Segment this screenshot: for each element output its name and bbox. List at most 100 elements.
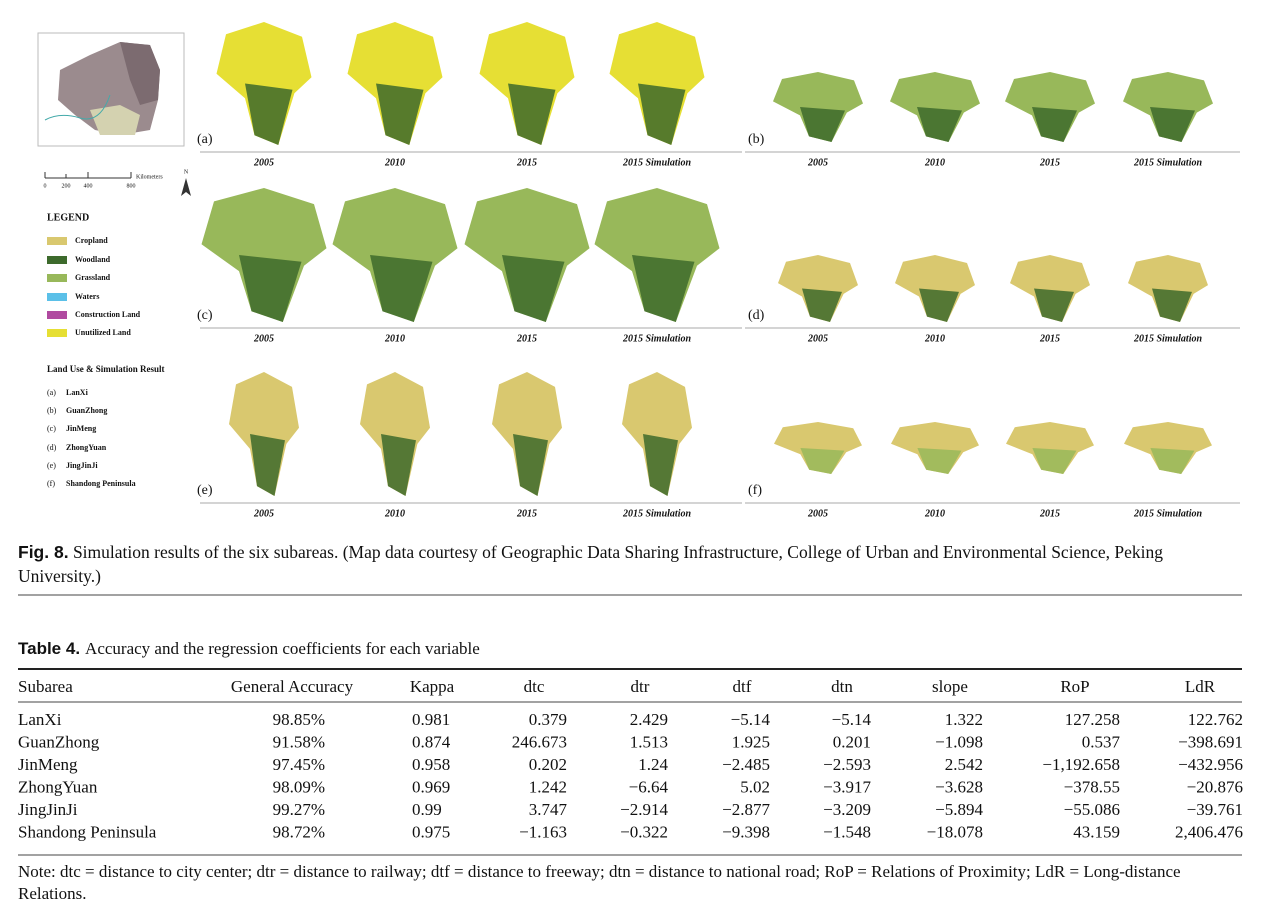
subarea-name: GuanZhong [66,406,107,415]
table-cell: JinMeng [18,755,78,774]
table-cell: 43.159 [1073,822,1120,841]
column-header: Kappa [410,677,455,696]
column-header: dtr [631,677,650,696]
table-cell: −2.914 [620,800,668,819]
table-cell: −6.64 [629,777,669,796]
map [774,422,862,474]
map [891,422,979,474]
panel-label: (e) [197,483,213,498]
map [1124,422,1212,474]
table-cell: 5.02 [740,777,770,796]
year-label: 2010 [384,508,405,519]
table-cell: −55.086 [1064,800,1120,819]
table-cell: 3.747 [529,800,568,819]
table-cell: 2.542 [945,755,983,774]
panel-label: (b) [748,132,765,147]
year-label: 2005 [807,157,828,168]
map-region [632,255,695,322]
table-cell: 1.242 [529,777,567,796]
year-label: 2010 [924,333,945,344]
table-cell: −2.877 [722,800,770,819]
caption-label: Fig. 8. [18,542,69,562]
table-cell: 0.874 [412,732,451,751]
table-note: Note: dtc = distance to city center; dtr… [18,862,1181,903]
subarea-code: (f) [47,479,55,488]
table-cell: 1.322 [945,710,983,729]
year-label: 2015 Simulation [1133,157,1203,168]
map [479,22,575,145]
table-cell: 1.925 [732,732,770,751]
table-cell: 0.202 [529,755,567,774]
year-label: 2010 [384,157,405,168]
map-region [917,448,962,474]
figure-caption: Fig. 8. Simulation results of the six su… [18,540,1244,588]
map-region [638,83,686,145]
panel-label: (a) [197,132,213,147]
map [347,22,443,145]
scale-bar [44,172,132,179]
table-cell: 1.513 [630,732,668,751]
year-label: 2015 [1039,508,1060,519]
column-header: Subarea [18,677,73,696]
map-region [802,288,842,322]
table-cell: Shandong Peninsula [18,822,157,841]
year-label: 2010 [924,508,945,519]
map-region [1150,107,1195,142]
map-region [502,255,565,322]
table-cell: 2,406.476 [1175,822,1243,841]
table-title: Table 4. Accuracy and the regression coef… [18,639,480,659]
map [464,188,590,322]
map [594,188,720,322]
table-cell: −3.917 [823,777,871,796]
subarea-code: (c) [47,424,56,433]
map-region [1152,288,1192,322]
table-cell: −3.209 [823,800,871,819]
year-label: 2005 [807,508,828,519]
table-cell: ZhongYuan [18,777,98,796]
year-label: 2015 Simulation [1133,508,1203,519]
map [1010,255,1090,322]
year-label: 2015 Simulation [622,157,692,168]
subarea-code: (e) [47,461,56,470]
legend-label: Cropland [75,236,108,245]
legend-swatch [47,329,67,337]
map-region [370,255,433,322]
caption-text: Simulation results of the six subareas. … [18,542,1163,586]
scale-tick: 800 [127,183,136,189]
table-cell: 0.975 [412,822,450,841]
map [229,372,299,496]
table-cell: 1.24 [638,755,668,774]
map [360,372,430,496]
inset-frame [37,32,185,147]
scale-tick: 200 [62,183,71,189]
map-region [800,448,845,474]
north-arrow [181,178,191,196]
table-cell: 0.379 [529,710,567,729]
map-region [245,83,293,145]
table-cell: −9.398 [722,822,770,841]
year-label: 2015 [1039,157,1060,168]
legend-swatch [47,274,67,282]
year-label: 2015 [516,333,537,344]
year-label: 2015 [516,508,537,519]
subarea-code: (d) [47,443,57,452]
map [609,22,705,145]
map-region [800,107,845,142]
legend-swatch [47,311,67,319]
map [332,188,458,322]
table-cell: 246.673 [512,732,567,751]
year-label: 2005 [807,333,828,344]
year-label: 2005 [253,157,274,168]
table-cell: 91.58% [273,732,325,751]
panel-label: (d) [748,308,765,323]
table-cell: −1.548 [823,822,871,841]
table-cell: −1.163 [519,822,567,841]
inset-region [120,42,160,105]
north-label: N [184,169,189,175]
map [1123,72,1213,142]
legend-swatch [47,256,67,264]
map [492,372,562,496]
subarea-name: JinMeng [66,424,96,433]
